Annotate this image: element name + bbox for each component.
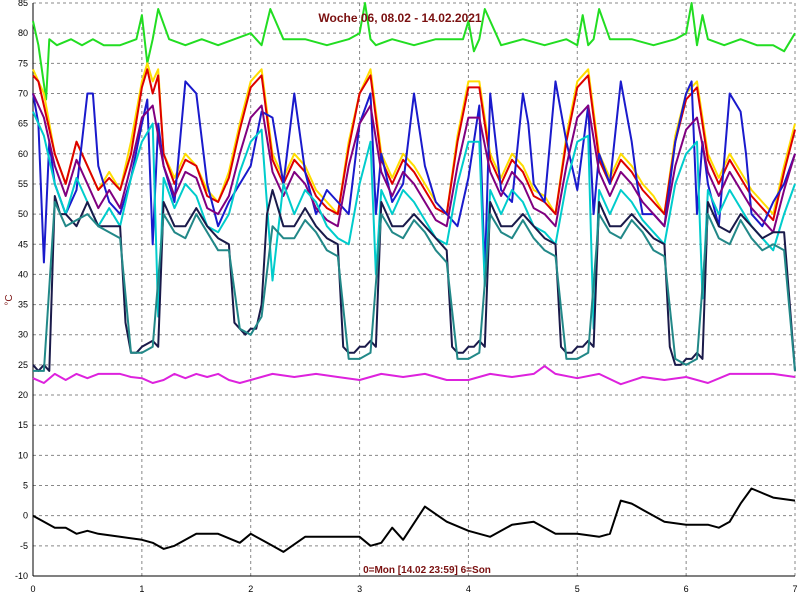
y-tick-label: 20 bbox=[18, 390, 28, 400]
series-group bbox=[32, 2, 796, 553]
series-line-2 bbox=[32, 487, 796, 553]
y-tick-label: 50 bbox=[18, 209, 28, 219]
y-tick-label: 65 bbox=[18, 119, 28, 129]
y-tick-label: 60 bbox=[18, 149, 28, 159]
y-tick-label: 15 bbox=[18, 420, 28, 430]
y-tick-label: 40 bbox=[18, 269, 28, 279]
y-tick-label: 30 bbox=[18, 330, 28, 340]
series-line-6 bbox=[32, 93, 796, 234]
y-tick-label: -10 bbox=[15, 571, 28, 581]
y-tick-label: 85 bbox=[18, 0, 28, 8]
x-tick-label: 5 bbox=[575, 584, 580, 594]
y-tick-label: -5 bbox=[20, 541, 28, 551]
y-tick-label: 75 bbox=[18, 58, 28, 68]
y-tick-label: 45 bbox=[18, 239, 28, 249]
x-tick-label: 6 bbox=[684, 584, 689, 594]
series-line-9 bbox=[33, 201, 796, 372]
y-tick-label: 5 bbox=[23, 481, 28, 491]
tick-labels: -10-505101520253035404550556065707580850… bbox=[15, 0, 798, 594]
y-axis-label: °C bbox=[4, 294, 15, 305]
x-tick-label: 3 bbox=[357, 584, 362, 594]
y-tick-label: 0 bbox=[23, 511, 28, 521]
y-tick-label: 35 bbox=[18, 300, 28, 310]
series-line-0 bbox=[32, 2, 796, 101]
x-tick-label: 1 bbox=[139, 584, 144, 594]
chart-title: Woche 06, 08.02 - 14.02.2021 bbox=[318, 11, 482, 25]
x-tick-label: 2 bbox=[248, 584, 253, 594]
y-tick-label: 55 bbox=[18, 179, 28, 189]
y-tick-label: 25 bbox=[18, 360, 28, 370]
x-tick-label: 4 bbox=[466, 584, 471, 594]
series-line-5 bbox=[32, 80, 796, 276]
y-tick-label: 70 bbox=[18, 88, 28, 98]
y-tick-label: 10 bbox=[18, 450, 28, 460]
series-line-4 bbox=[32, 68, 796, 222]
series-line-1 bbox=[32, 365, 796, 386]
x-tick-label: 0 bbox=[30, 584, 35, 594]
chart-footer: 0=Mon [14.02 23:59] 6=Son bbox=[363, 565, 491, 576]
y-tick-label: 80 bbox=[18, 28, 28, 38]
x-tick-label: 7 bbox=[792, 584, 797, 594]
